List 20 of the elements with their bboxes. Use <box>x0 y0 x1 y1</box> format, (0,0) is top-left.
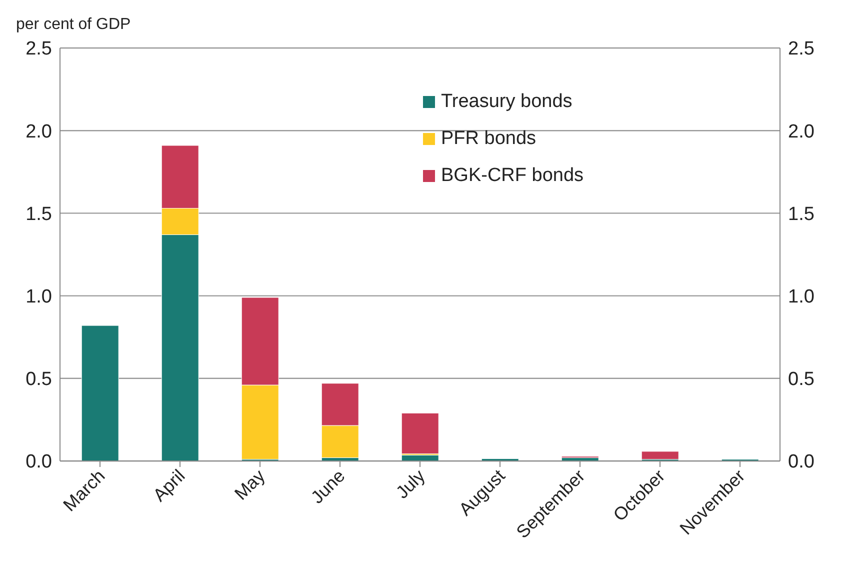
y2-tick-label: 1.0 <box>788 286 814 308</box>
y2-tick-label: 1.5 <box>788 204 814 225</box>
y-tick-label: 2.5 <box>26 38 52 60</box>
y2-tick-label: 0.5 <box>788 369 814 390</box>
y-tick-label: 0.0 <box>26 452 52 473</box>
y-tick-label: 1.5 <box>26 204 52 225</box>
y2-tick-label: 2.0 <box>788 121 814 142</box>
bar <box>641 451 679 460</box>
y-axis-title: per cent of GDP <box>16 16 131 34</box>
bar <box>81 325 119 461</box>
y-tick-label: 2.0 <box>26 121 52 142</box>
x-tick-label: July <box>392 466 429 502</box>
y2-tick-label: 2.5 <box>788 38 814 60</box>
x-tick-label: May <box>230 466 269 504</box>
y-tick-label: 0.5 <box>26 369 52 390</box>
y2-tick-label: 0.0 <box>788 452 814 473</box>
legend-label: PFR bonds <box>441 127 536 151</box>
legend-label: Treasury bonds <box>441 90 572 114</box>
legend-label: BGK-CRF bonds <box>441 164 584 188</box>
y-tick-label: 1.0 <box>26 286 52 308</box>
